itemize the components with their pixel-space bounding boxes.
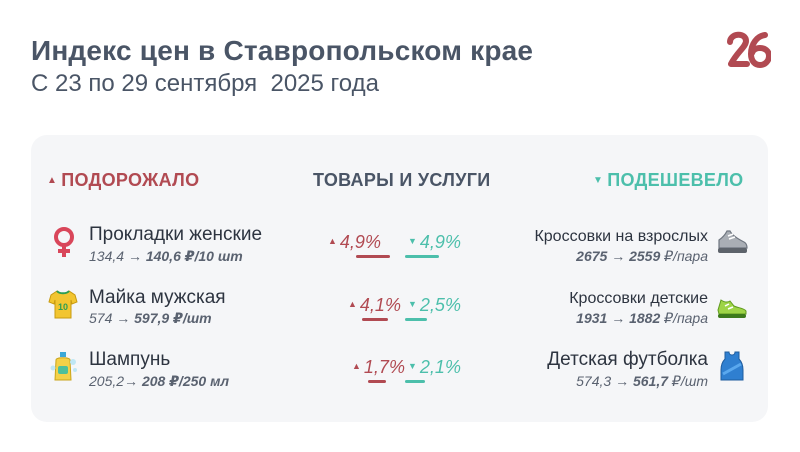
column-header-middle: ТОВАРЫ И УСЛУГИ [313,170,491,190]
triangle-down-icon: ▼ [408,361,417,371]
page-title: Индекс цен в Ставропольском крае [31,35,534,66]
percent-down: ▼ 2,1% [408,357,461,378]
triangle-up-icon: ▲ [352,361,361,371]
price-to: 597,9 [134,310,170,326]
price-to: 140,6 [145,248,181,264]
item-name: Детская футболка [547,349,708,370]
column-header-down: ▼ ПОДЕШЕВЕЛО [593,170,743,191]
triangle-up-icon: ▲ [47,175,58,186]
item-name: Майка мужская [89,287,226,308]
column-header-down-label: ПОДЕШЕВЕЛО [607,170,744,190]
triangle-down-icon: ▼ [408,299,417,309]
percent-up: ▲ 4,1% [348,295,401,316]
underline-down [405,318,427,321]
item-name: Кроссовки детские [569,290,708,307]
item-name: Прокладки женские [89,224,263,245]
logo-26-icon [727,31,771,68]
price-unit: ₽/пара [664,310,708,326]
price-unit: ₽/шт [173,310,212,326]
price-from: 2675 [576,248,608,264]
page-subtitle: С 23 по 29 сентября 2025 года [31,70,379,97]
item-price-change: 1931 → 1882 ₽/пара [576,310,708,327]
percent-down-value: 2,1% [419,357,461,377]
price-to: 208 [141,373,166,389]
percent-up-value: 1,7% [363,357,405,377]
percent-down-value: 4,9% [419,232,461,252]
percent-up: ▲ 1,7% [352,357,405,378]
underline-down [405,380,425,383]
item-name: Шампунь [89,349,171,370]
price-unit: ₽/250 мл [169,373,230,389]
percent-down-value: 2,5% [419,295,461,315]
shampoo-icon [50,352,77,381]
underline-down [405,255,439,258]
percent-up: ▲ 4,9% [328,232,381,253]
tank-top-icon [720,351,744,381]
percent-up-value: 4,1% [359,295,401,315]
price-from: 574,3 [576,373,612,389]
price-arrow: → [615,373,630,389]
triangle-up-icon: ▲ [328,236,337,246]
percent-down: ▼ 2,5% [408,295,461,316]
percent-down: ▼ 4,9% [408,232,461,253]
item-price-change: 2675 → 2559 ₽/пара [576,248,708,265]
price-from: 205,2 [89,373,125,389]
percent-up-value: 4,9% [339,232,381,252]
running-shoe-icon [717,299,747,318]
price-arrow: → [127,248,142,264]
price-from: 134,4 [89,248,125,264]
price-to: 2559 [629,248,661,264]
female-sign-icon [54,227,74,257]
price-index-card [31,135,768,422]
item-price-change: 205,2→ 208 ₽/250 мл [89,373,229,390]
price-arrow: → [611,310,626,326]
underline-up [368,380,386,383]
triangle-down-icon: ▼ [593,175,604,186]
price-arrow: → [611,248,626,264]
jersey-icon: 10 [48,290,78,319]
price-unit: ₽/шт [671,373,708,389]
sneaker-icon [718,230,748,253]
underline-up [362,318,388,321]
item-price-change: 574 → 597,9 ₽/шт [89,310,212,327]
triangle-down-icon: ▼ [408,236,417,246]
price-arrow: → [116,310,131,326]
item-price-change: 574,3 → 561,7 ₽/шт [576,373,708,390]
triangle-up-icon: ▲ [348,299,357,309]
item-price-change: 134,4 → 140,6 ₽/10 шт [89,248,243,265]
price-from: 1931 [576,310,608,326]
price-from: 574 [89,310,113,326]
column-header-up: ▲ ПОДОРОЖАЛО [47,170,199,191]
svg-text:10: 10 [58,302,68,312]
price-to: 561,7 [632,373,669,389]
column-header-up-label: ПОДОРОЖАЛО [61,170,200,190]
price-arrow: → [124,373,139,389]
price-unit: ₽/10 шт [184,248,243,264]
underline-up [356,255,390,258]
price-unit: ₽/пара [664,248,708,264]
price-to: 1882 [629,310,661,326]
item-name: Кроссовки на взрослых [534,228,708,245]
